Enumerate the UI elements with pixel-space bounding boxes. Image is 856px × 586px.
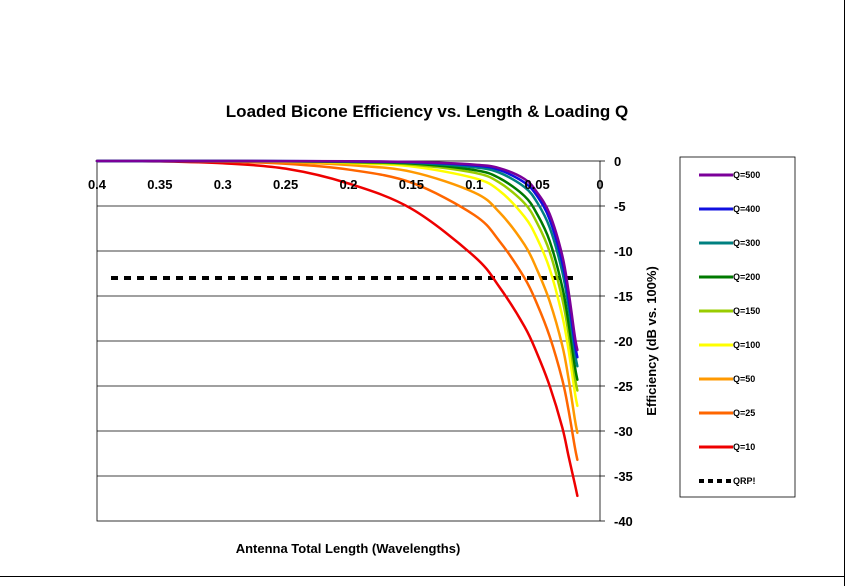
legend-label: Q=25	[733, 408, 755, 418]
legend-box	[679, 156, 796, 498]
window-frame-bottom	[0, 576, 845, 577]
legend-item-q-100: Q=100	[699, 340, 760, 350]
y-tick-label: -35	[614, 469, 633, 484]
y-tick-label: 0	[614, 154, 621, 169]
y-tick-label: -15	[614, 289, 633, 304]
legend-item-q-300: Q=300	[699, 238, 760, 248]
x-tick-label: 0.2	[339, 177, 357, 192]
gridlines	[97, 160, 605, 522]
x-tick-label: 0.1	[465, 177, 483, 192]
y-tick-label: -40	[614, 514, 633, 529]
legend-item-q-10: Q=10	[699, 442, 755, 452]
series-line-q-100	[95, 159, 579, 408]
y-tick-label: -20	[614, 334, 633, 349]
legend-label: Q=100	[733, 340, 760, 350]
window-frame-right	[844, 0, 845, 586]
y-tick-labels: 0 -5 -10 -15 -20 -25 -30 -35 -40	[614, 154, 633, 529]
y-axis-label: Efficiency (dB vs. 100%)	[644, 266, 659, 416]
x-tick-label: 0.4	[88, 177, 107, 192]
legend-label: QRP!	[733, 476, 756, 486]
legend-item-qrp: QRP!	[699, 476, 756, 486]
legend-item-q-200: Q=200	[699, 272, 760, 282]
series-lines	[95, 159, 579, 498]
x-tick-label: 0.3	[214, 177, 232, 192]
legend-label: Q=150	[733, 306, 760, 316]
legend-item-q-25: Q=25	[699, 408, 755, 418]
legend-item-q-150: Q=150	[699, 306, 760, 316]
legend-item-q-500: Q=500	[699, 170, 760, 180]
x-tick-label: 0.25	[273, 177, 298, 192]
y-tick-label: -30	[614, 424, 633, 439]
series-line-q-500	[95, 159, 579, 352]
legend: Q=500 Q=400 Q=300 Q=200 Q=150 Q=100 Q=50 Q=25 Q=…	[699, 170, 760, 486]
legend-label: Q=200	[733, 272, 760, 282]
y-tick-label: -25	[614, 379, 633, 394]
y-tick-label: -5	[614, 199, 626, 214]
x-tick-label: 0.15	[399, 177, 424, 192]
series-line-q-200	[95, 159, 579, 381]
legend-label: Q=10	[733, 442, 755, 452]
legend-item-q-50: Q=50	[699, 374, 755, 384]
y-tick-label: -10	[614, 244, 633, 259]
x-tick-label: 0	[596, 177, 603, 192]
legend-label: Q=400	[733, 204, 760, 214]
x-tick-labels: 0.4 0.35 0.3 0.25 0.2 0.15 0.1 0.05 0	[88, 177, 604, 192]
x-axis-label: Antenna Total Length (Wavelengths)	[236, 541, 461, 556]
legend-item-q-400: Q=400	[699, 204, 760, 214]
chart-title: Loaded Bicone Efficiency vs. Length & Lo…	[226, 102, 628, 121]
legend-label: Q=300	[733, 238, 760, 248]
legend-label: Q=50	[733, 374, 755, 384]
x-tick-label: 0.35	[147, 177, 172, 192]
legend-label: Q=500	[733, 170, 760, 180]
x-tick-label: 0.05	[524, 177, 549, 192]
series-line-q-10	[95, 159, 579, 498]
chart: Loaded Bicone Efficiency vs. Length & Lo…	[88, 102, 796, 556]
